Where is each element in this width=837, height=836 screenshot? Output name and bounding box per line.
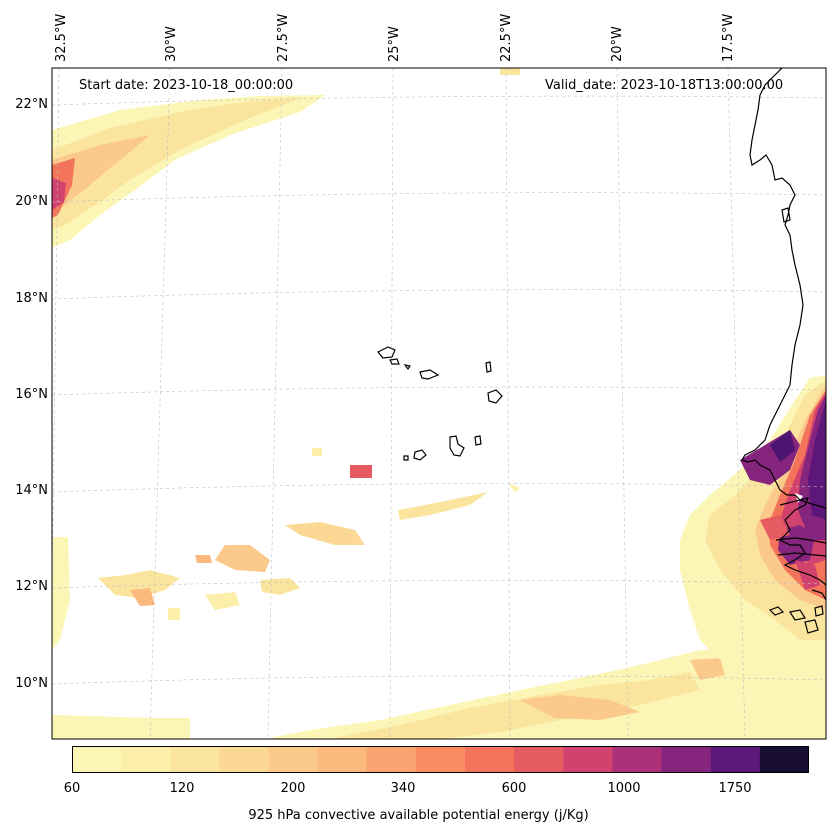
lat-label-10n: 10°N	[15, 676, 48, 691]
cape-verde-islands	[377, 346, 503, 461]
lat-label-12n: 12°N	[15, 579, 48, 594]
cape-field	[52, 68, 826, 739]
colorbar-segment	[72, 746, 122, 773]
colorbar-segment	[710, 746, 761, 773]
lat-label-20n: 20°N	[15, 194, 48, 209]
lon-label-25w: 25°W	[387, 26, 402, 62]
lon-label-30w: 30°W	[164, 26, 179, 62]
valid-date-label: Valid_date: 2023-10-18T13:00:00.00	[545, 78, 784, 93]
colorbar-tick: 340	[390, 781, 416, 796]
lat-label-16n: 16°N	[15, 387, 48, 402]
graticule	[52, 68, 826, 739]
lat-label-18n: 18°N	[15, 291, 48, 306]
colorbar-segment	[366, 746, 417, 773]
colorbar-segment	[563, 746, 613, 773]
colorbar-segment	[759, 746, 809, 773]
colorbar-segment	[465, 746, 515, 773]
colorbar-segment	[268, 746, 319, 773]
colorbar-segment	[219, 746, 270, 773]
lat-label-14n: 14°N	[15, 483, 48, 498]
colorbar-tick: 60	[63, 781, 81, 796]
lon-label-20w: 20°W	[610, 26, 625, 62]
colorbar-label: 925 hPa convective available potential e…	[248, 808, 589, 823]
start-date-label: Start date: 2023-10-18_00:00:00	[79, 78, 294, 93]
colorbar-segment	[612, 746, 663, 773]
colorbar-tick: 1750	[718, 781, 752, 796]
colorbar-segment	[121, 746, 171, 773]
map-border	[51, 67, 827, 740]
colorbar-segment	[170, 746, 220, 773]
lon-label-27-5w: 27.5°W	[276, 13, 291, 62]
lon-label-22-5w: 22.5°W	[499, 13, 514, 62]
colorbar-tick: 200	[280, 781, 306, 796]
colorbar-tick: 120	[169, 781, 195, 796]
colorbar-tick: 1000	[607, 781, 641, 796]
lon-label-17-5w: 17.5°W	[721, 13, 736, 62]
colorbar-tick: 600	[501, 781, 527, 796]
colorbar-border	[72, 746, 809, 773]
colorbar-segment	[415, 746, 466, 773]
coastlines	[741, 68, 826, 634]
colorbar	[72, 746, 809, 773]
colorbar-segment	[317, 746, 368, 773]
colorbar-segment	[661, 746, 712, 773]
lat-label-22n: 22°N	[15, 97, 48, 112]
colorbar-segment	[514, 746, 564, 773]
lon-label-32-5w: 32.5°W	[54, 13, 69, 62]
